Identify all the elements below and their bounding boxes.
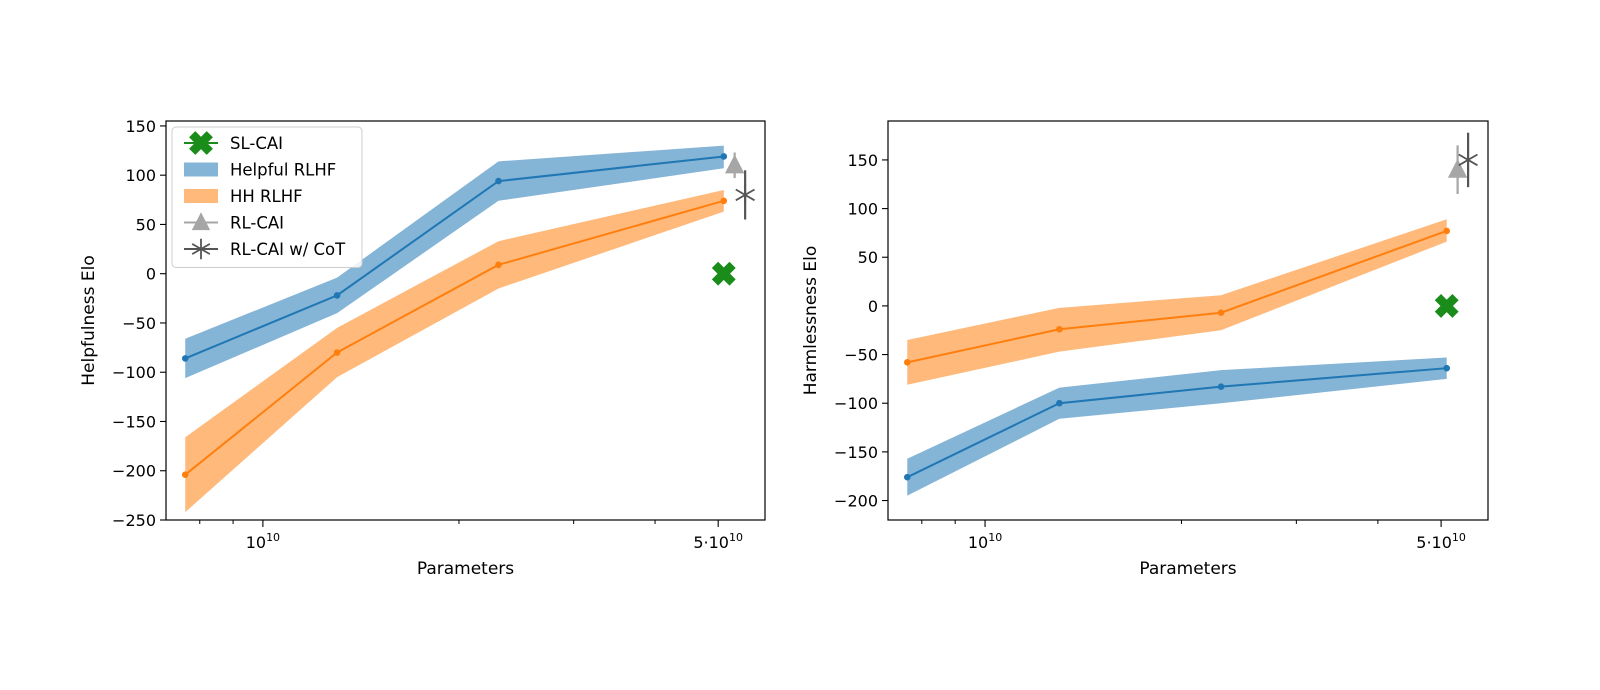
line-hh-rlhf: [907, 230, 1448, 364]
legend-frame: [171, 126, 363, 268]
band-hh-rlhf: [185, 189, 724, 513]
band-helpful-rlhf: [907, 357, 1447, 496]
y-tick-label: −200: [112, 462, 156, 481]
line-helpful-rlhf: [184, 155, 724, 360]
legend-marker-rl-cai: [191, 212, 211, 231]
y-tick-label: −50: [122, 314, 156, 333]
legend-label-rl-cai: RL-CAI: [230, 214, 284, 233]
x-tick-label-base: 5·10: [693, 533, 729, 552]
y-tick-label: −100: [112, 363, 156, 382]
point-hh-rlhf: [720, 197, 728, 205]
y-tick-label: 0: [868, 297, 878, 316]
y-tick-label: 50: [136, 215, 156, 234]
x-tick-label-base: 10: [968, 533, 988, 552]
marker-rl-cai: [1447, 158, 1468, 178]
legend-label-sl-cai: SL-CAI: [230, 134, 283, 153]
x-tick-label: 1010: [246, 531, 280, 552]
point-helpful-rlhf: [495, 177, 502, 185]
point-helpful-rlhf: [181, 355, 189, 362]
point-helpful-rlhf: [903, 473, 911, 481]
band-hh-rlhf: [907, 219, 1447, 385]
line-helpful-rlhf: [906, 367, 1447, 479]
point-hh-rlhf: [333, 349, 341, 356]
marker-rl-cai-w-cot: [1458, 149, 1478, 171]
x-tick-label-exponent: 10: [988, 531, 1002, 544]
y-tick-label: 100: [847, 200, 878, 219]
marker-rl-cai-w-cot: [735, 184, 755, 206]
x-axis-label: Parameters: [417, 559, 514, 579]
band-helpful-rlhf: [185, 145, 724, 379]
x-tick-label-base: 5·10: [1416, 533, 1452, 552]
point-hh-rlhf: [1217, 309, 1225, 317]
y-tick-label: 0: [146, 265, 156, 284]
x-tick-label-exponent: 10: [1452, 531, 1466, 544]
point-helpful-rlhf: [1217, 383, 1225, 390]
y-tick-label: −150: [834, 443, 878, 462]
y-tick-label: 150: [847, 151, 878, 170]
legend-label-hh-rlhf: HH RLHF: [230, 187, 303, 206]
marker-sl-cai: [711, 261, 736, 286]
point-hh-rlhf: [1056, 325, 1063, 333]
point-hh-rlhf: [181, 471, 189, 478]
plot-frame: [165, 120, 766, 521]
y-tick-label: 100: [125, 166, 156, 185]
legend-marker-rl-cai-w-cot: [191, 238, 211, 260]
legend: SL-CAI Helpful RLHF HH RLHF RL-CAI RL-CAI w/…: [171, 126, 363, 268]
x-tick-label-exponent: 10: [266, 531, 280, 544]
point-hh-rlhf: [903, 359, 911, 366]
y-tick-label: −250: [112, 511, 156, 530]
y-tick-label: −150: [112, 412, 156, 431]
legend-label-helpful-rlhf: Helpful RLHF: [230, 161, 336, 180]
x-tick-label: 1010: [968, 531, 1002, 552]
x-tick-label-base: 10: [246, 533, 266, 552]
point-helpful-rlhf: [1443, 364, 1451, 372]
legend-swatch-helpful-rlhf: [184, 162, 218, 177]
y-tick-label: 50: [858, 248, 878, 267]
legend-marker-sl-cai: [189, 131, 213, 155]
y-tick-label: −50: [844, 346, 878, 365]
point-helpful-rlhf: [720, 153, 728, 160]
y-tick-label: 150: [125, 117, 156, 136]
legend-swatch-hh-rlhf: [184, 189, 218, 203]
x-tick-label-exponent: 10: [729, 531, 743, 544]
point-hh-rlhf: [495, 261, 502, 269]
marker-rl-cai: [724, 154, 745, 174]
point-hh-rlhf: [1443, 227, 1451, 235]
plot-frame: [887, 120, 1489, 521]
y-axis-label: Helpfulness Elo: [79, 255, 99, 385]
y-tick-label: −200: [834, 492, 878, 511]
y-tick-label: −100: [834, 394, 878, 413]
legend-label-rl-cai-w-cot: RL-CAI w/ CoT: [230, 240, 346, 259]
y-axis-label: Harmlessness Elo: [801, 246, 821, 396]
marker-sl-cai: [1434, 293, 1459, 318]
x-tick-label: 5·1010: [1416, 531, 1466, 552]
x-axis-label: Parameters: [1139, 559, 1236, 579]
point-helpful-rlhf: [1056, 399, 1063, 407]
point-helpful-rlhf: [333, 292, 341, 299]
line-hh-rlhf: [184, 199, 725, 476]
x-tick-label: 5·1010: [693, 531, 743, 552]
